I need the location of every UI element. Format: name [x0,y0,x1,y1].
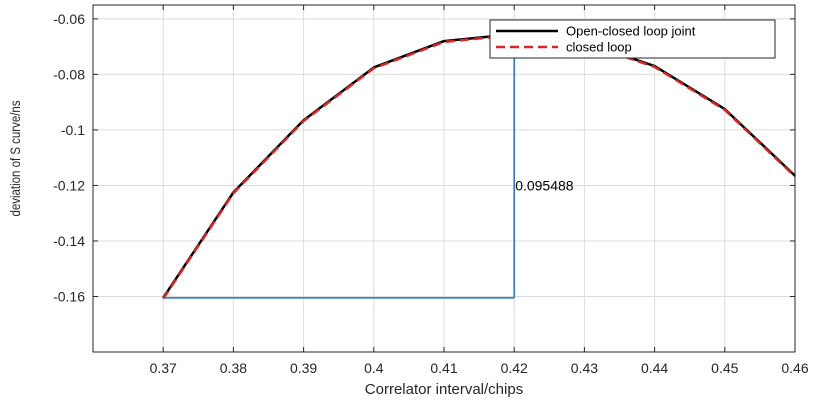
x-axis-label: Correlator interval/chips [365,381,523,398]
annotation-label: 0.095488 [515,177,574,193]
y-tick-label: -0.1 [61,122,85,138]
y-tick-label: -0.08 [53,66,85,82]
x-tick-label: 0.41 [430,360,457,376]
y-tick-label: -0.16 [53,288,85,304]
y-tick-label: -0.14 [53,233,85,249]
x-tick-label: 0.46 [781,360,808,376]
x-tick-label: 0.45 [711,360,738,376]
y-axis-label: deviation of S curve/ns [7,100,23,216]
x-tick-label: 0.44 [641,360,668,376]
y-tick-label: -0.06 [53,11,85,27]
y-tick-label: -0.12 [53,177,85,193]
x-tick-label: 0.42 [501,360,528,376]
legend-label-2: closed loop [566,40,632,55]
series-line-2 [162,33,796,300]
x-tick-label: 0.39 [290,360,317,376]
x-tick-label: 0.43 [571,360,598,376]
x-axis-ticks: 0.37 0.38 0.39 0.4 0.41 0.42 0.43 0.44 0.45 0.46 [150,5,809,376]
x-tick-label: 0.4 [364,360,384,376]
legend-label-1: Open-closed loop joint [566,24,696,39]
x-tick-label: 0.37 [150,360,177,376]
legend-box [489,19,776,59]
series-layer [162,32,796,300]
y-axis-ticks: -0.06 -0.08 -0.1 -0.12 -0.14 -0.16 [53,11,795,304]
x-tick-label: 0.38 [220,360,247,376]
annotation-layer: 0.095488 [163,32,574,299]
